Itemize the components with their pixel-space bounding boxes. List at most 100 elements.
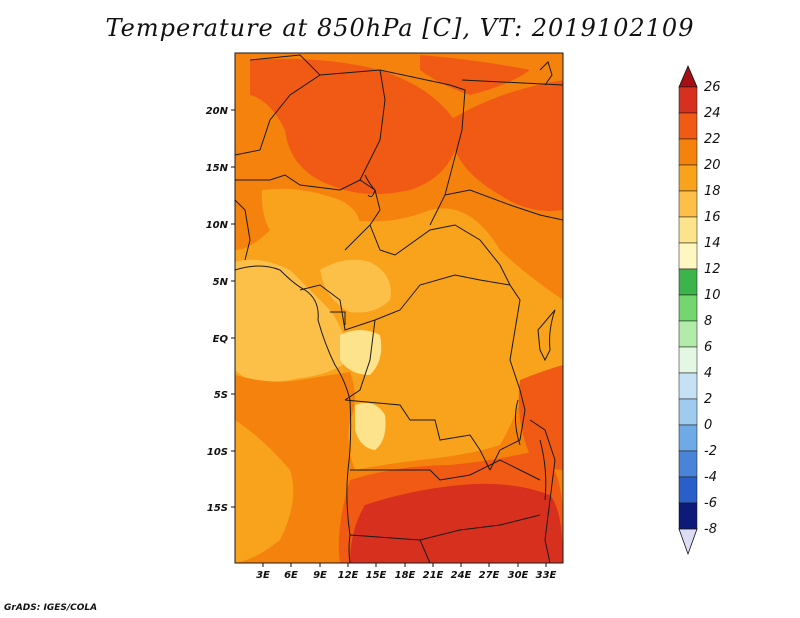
border-congo-drc	[344, 319, 376, 401]
coastline-west	[304, 289, 352, 564]
colorbar-swatch	[678, 346, 698, 374]
border-algeria	[234, 54, 321, 156]
lon-label: 9E	[313, 570, 327, 581]
border-cameroon-congo	[299, 274, 511, 331]
contour-22-24-ne	[450, 80, 563, 211]
border-car	[369, 224, 521, 331]
colorbar-label: 20	[704, 158, 721, 173]
map-frame	[234, 52, 564, 564]
lon-label: 21E	[423, 570, 444, 581]
border-nigeria-cameroon	[344, 224, 371, 251]
map-title: Temperature at 850hPa [C], VT: 201910210…	[105, 14, 695, 42]
colorbar-label: 14	[704, 236, 721, 251]
lat-label: EQ	[213, 334, 229, 345]
country-borders	[234, 54, 564, 564]
border-chad-sudan	[444, 189, 564, 221]
colorbar-label: 6	[704, 340, 712, 355]
border-angola-zambia	[350, 459, 541, 481]
contour-14-16-angola	[355, 402, 386, 450]
colorbar-label: 0	[704, 418, 712, 433]
longitude-axis: 3E 6E 9E 12E 15E 18E 21E 24E 27E 30E 33E	[256, 563, 557, 581]
lon-label: 15E	[366, 570, 387, 581]
lake-victoria	[537, 309, 556, 362]
lon-label: 6E	[284, 570, 298, 581]
colorbar-label: 8	[704, 314, 712, 329]
lon-label: 3E	[256, 570, 270, 581]
colorbar-swatch	[678, 190, 698, 218]
border-eq-guinea	[330, 311, 346, 325]
colorbar-label: 10	[704, 288, 721, 303]
grads-credit: GrADS: IGES/COLA	[4, 603, 98, 613]
colorbar-swatch	[678, 294, 698, 322]
contour-16-18-coast	[235, 259, 350, 383]
colorbar-swatch	[678, 164, 698, 192]
colorbar-label: 26	[704, 80, 721, 95]
coastline-west-africa	[234, 199, 251, 261]
colorbar-label: 4	[704, 366, 712, 381]
border-namibia	[349, 514, 541, 541]
colorbar-swatch	[678, 242, 698, 270]
colorbar-label: -2	[704, 444, 717, 459]
contour-18-20-sw	[235, 420, 294, 563]
colorbar-bottom-arrow	[678, 528, 698, 556]
colorbar-swatch	[678, 216, 698, 244]
lon-label: 30E	[508, 570, 529, 581]
contour-24-26-south	[350, 483, 563, 563]
lat-label: 10S	[207, 447, 228, 458]
contour-22-24-east	[518, 365, 563, 470]
colorbar-label: 24	[704, 106, 721, 121]
colorbar-label: 18	[704, 184, 721, 199]
lon-label: 24E	[451, 570, 472, 581]
coastline-red-sea	[539, 61, 553, 86]
lon-label: 27E	[479, 570, 500, 581]
border-chad-west	[379, 69, 466, 226]
lake-malawi	[539, 439, 547, 501]
lon-label: 33E	[536, 570, 557, 581]
lat-label: 20N	[206, 106, 229, 117]
colorbar-swatch	[678, 424, 698, 452]
border-botswana	[419, 539, 431, 564]
lat-label: 15N	[206, 163, 229, 174]
colorbar-label: 2	[704, 392, 712, 407]
border-niger	[319, 69, 386, 181]
border-drc-angola	[344, 399, 491, 471]
lat-label: 10N	[206, 220, 229, 231]
colorbar-swatch	[678, 476, 698, 504]
colorbar-label: -4	[704, 470, 717, 485]
colorbar-label: -6	[704, 496, 717, 511]
colorbar-swatch	[678, 320, 698, 348]
colorbar-label: 12	[704, 262, 721, 277]
colorbar-swatch	[678, 502, 698, 530]
coastline-gulf	[234, 265, 306, 291]
colorbar-swatch	[678, 86, 698, 114]
colorbar: 26 24 22 20 18 16 14 12 10 8 6 4 2 0 -2 …	[678, 64, 721, 556]
temperature-map	[234, 52, 564, 564]
lat-label: 5S	[214, 390, 228, 401]
lat-label: 5N	[213, 277, 229, 288]
colorbar-swatch	[678, 268, 698, 296]
lat-label: 15S	[207, 503, 228, 514]
colorbar-label: 22	[704, 132, 721, 147]
border-drc-east	[489, 329, 526, 471]
lake-tanganyika	[514, 399, 521, 446]
lon-label: 12E	[338, 570, 359, 581]
latitude-axis: 20N 15N 10N 5N EQ 5S 10S 15S	[206, 106, 235, 514]
contour-16-18-gabon	[320, 259, 391, 313]
colorbar-swatch	[678, 138, 698, 166]
lake-chad	[364, 174, 376, 198]
colorbar-top-arrow	[678, 64, 698, 88]
colorbar-label: -8	[704, 522, 717, 537]
contour-22-24-nw	[250, 58, 460, 194]
contour-14-16-congo	[340, 330, 382, 375]
lon-label: 18E	[395, 570, 416, 581]
colorbar-swatch	[678, 112, 698, 140]
contour-18-20-west	[261, 188, 360, 250]
colorbar-label: 16	[704, 210, 721, 225]
contour-22-24-top	[420, 55, 530, 95]
colorbar-swatch	[678, 398, 698, 426]
border-malawi-moz	[529, 419, 556, 564]
border-sahel	[235, 174, 381, 226]
colorbar-swatch	[678, 372, 698, 400]
colorbar-swatch	[678, 450, 698, 478]
